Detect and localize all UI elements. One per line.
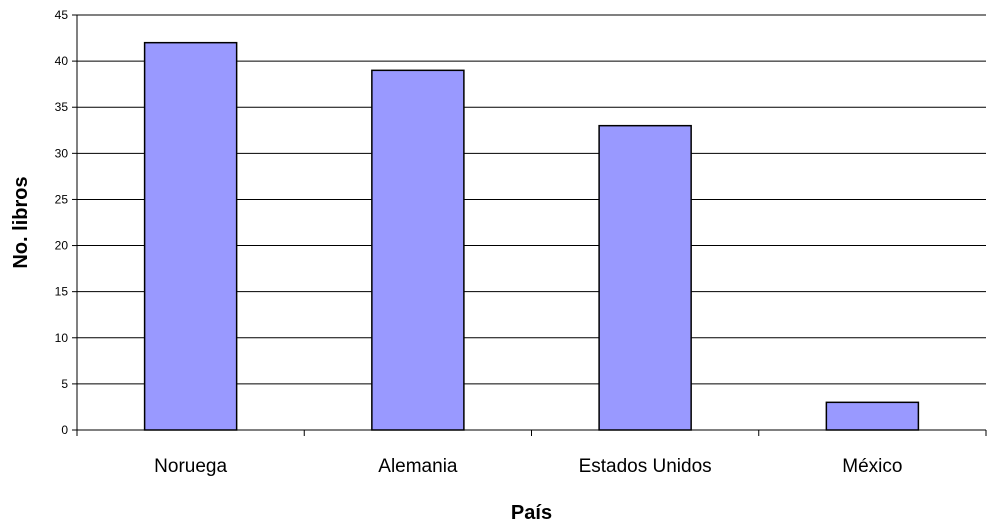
y-tick-label: 5	[61, 377, 68, 391]
y-axis-ticks: 0 5 10 15 20 25 30 35 40 45	[55, 8, 77, 437]
y-tick-label: 45	[55, 8, 69, 22]
x-tick-label: Alemania	[378, 456, 458, 477]
y-tick-label: 15	[55, 285, 69, 299]
x-tick-label: Estados Unidos	[579, 456, 712, 477]
y-tick-label: 0	[61, 423, 68, 437]
y-tick-label: 30	[55, 146, 69, 160]
bar	[599, 126, 691, 430]
bar	[145, 43, 237, 430]
y-tick-label: 35	[55, 100, 69, 114]
y-tick-label: 40	[55, 54, 69, 68]
y-tick-label: 10	[55, 331, 69, 345]
y-tick-label: 25	[55, 192, 69, 206]
x-axis-title: País	[511, 502, 552, 524]
x-axis-ticks: Noruega Alemania Estados Unidos México	[77, 430, 986, 477]
x-tick-label: Noruega	[154, 456, 227, 477]
x-tick-label: México	[842, 456, 902, 477]
bar	[372, 70, 464, 430]
bars	[145, 43, 919, 430]
bar	[826, 402, 918, 430]
y-axis-title: No. libros	[10, 176, 32, 268]
y-tick-label: 20	[55, 239, 69, 253]
